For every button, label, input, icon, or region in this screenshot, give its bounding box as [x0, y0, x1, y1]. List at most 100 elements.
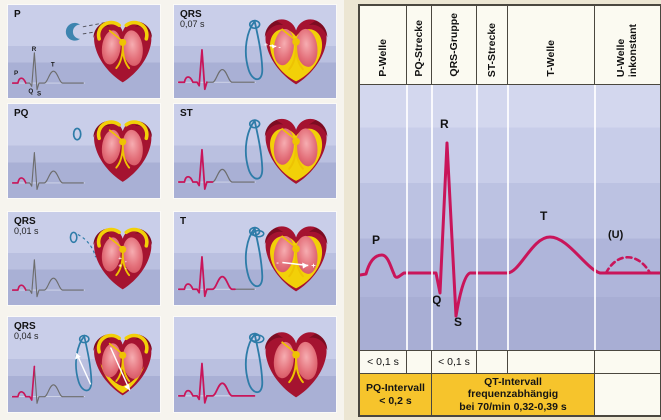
panel-label-main: QRS [180, 9, 202, 20]
phase-panel-st: ST [174, 104, 336, 198]
segment-header-text: P-Welle [376, 39, 389, 77]
panel-label-duration: 0,07 s [180, 19, 205, 29]
mini-ecg [177, 255, 256, 297]
svg-text:+: + [264, 42, 268, 49]
svg-text:-: - [125, 259, 127, 265]
phase-panel-complete [174, 317, 336, 412]
ecg-plot-area: P R Q S T (U) [360, 85, 660, 351]
segment-header-t: T-Welle [508, 6, 595, 84]
heart-illustration [265, 332, 328, 398]
svg-text:+: + [118, 263, 122, 269]
duration-cell-2 [407, 351, 432, 373]
p-wave-label: P [372, 233, 381, 247]
phase-panel-t: T - + [174, 212, 336, 305]
segment-header-st: ST-Strecke [477, 6, 508, 84]
mini-ecg: R P T Q S [10, 46, 85, 96]
qt-interval-box: QT-Intervall frequenzabhängig bei 70/min 0… [432, 374, 595, 415]
heart-illustration [93, 20, 153, 83]
panel-label: QRS 0,04 s [14, 321, 39, 342]
pq-interval-line: < 0,2 s [379, 394, 412, 407]
heart-illustration: - + [265, 226, 328, 292]
panel-label-main: ST [180, 108, 193, 119]
pq-interval-line: PQ-Intervall [366, 381, 425, 394]
vector-loop [245, 19, 264, 80]
svg-text:-: - [279, 44, 281, 51]
heart-illustration [93, 120, 153, 182]
heart-illustration: + - [264, 19, 328, 85]
t-wave-label: T [540, 209, 548, 223]
svg-text:+: + [312, 261, 317, 270]
phase-panel-pq: PQ [8, 104, 160, 198]
heart-illustration: + - + - [93, 227, 153, 290]
phase-panel-qrs-007s: QRS 0,07 s + - [174, 5, 336, 98]
column-gridline [406, 85, 408, 350]
heart-illustration [265, 118, 328, 184]
svg-text:Q: Q [28, 88, 33, 95]
vector-loop [72, 127, 82, 141]
svg-text:S: S [37, 90, 41, 96]
svg-text:-: - [125, 266, 127, 272]
vector-loop [74, 334, 92, 392]
segment-header-text: QRS-Gruppe [447, 13, 460, 77]
svg-text:+: + [118, 256, 122, 262]
duration-cell-1: < 0,1 s [360, 351, 407, 373]
q-wave-label: Q [432, 293, 442, 307]
segment-header-pq: PQ-Strecke [407, 6, 432, 84]
duration-row: < 0,1 s < 0,1 s [360, 351, 660, 374]
vector-loop [245, 118, 264, 180]
duration-cell-3: < 0,1 s [432, 351, 477, 373]
pq-interval-box: PQ-Intervall < 0,2 s [360, 374, 432, 415]
panel-label: QRS 0,07 s [180, 9, 205, 30]
vector-loop [245, 226, 265, 287]
panel-label-main: P [14, 9, 21, 20]
column-gridline [476, 85, 478, 350]
mini-ecg [10, 259, 85, 298]
mini-ecg [10, 152, 85, 191]
qt-interval-line: QT-Intervall [484, 375, 542, 388]
vector-loop [65, 21, 106, 41]
u-interval-blank-cell [595, 374, 660, 415]
column-gridline [594, 85, 596, 350]
phase-panel-p: P R P T Q S [8, 5, 160, 98]
segment-header-text: ST-Strecke [485, 22, 498, 77]
ecg-nomenclature-chart: P-Welle PQ-Strecke QRS-Gruppe ST-Strecke T-W… [358, 4, 661, 417]
segment-header-u: U-Welle inkonstant [595, 6, 660, 84]
duration-cell-6 [595, 351, 660, 373]
phase-panel-qrs-004s: QRS 0,04 s [8, 317, 160, 412]
ecg-trace [360, 141, 660, 318]
panel-label: PQ [14, 108, 28, 119]
segment-header-text: U-Welle inkonstant [615, 23, 640, 77]
interval-row: PQ-Intervall < 0,2 s QT-Intervall frequenz… [360, 374, 660, 415]
panel-label: P [14, 9, 21, 20]
s-wave-label: S [454, 315, 463, 329]
qt-interval-line: bei 70/min 0,32-0,39 s [459, 400, 567, 413]
panel-label-duration: 0,04 s [14, 331, 39, 341]
svg-text:R: R [31, 46, 36, 53]
segment-header-text: PQ-Strecke [412, 20, 425, 77]
vector-loop [245, 332, 265, 393]
panel-label-main: PQ [14, 108, 29, 119]
vector-loop [69, 231, 96, 258]
panel-label-main: QRS [14, 216, 36, 227]
segment-header-qrs: QRS-Gruppe [432, 6, 477, 84]
mini-ecg [10, 365, 85, 405]
svg-text:-: - [277, 258, 280, 267]
panel-label: QRS 0,01 s [14, 216, 39, 237]
column-gridline [507, 85, 509, 350]
segment-header-row: P-Welle PQ-Strecke QRS-Gruppe ST-Strecke T-W… [360, 6, 660, 85]
segment-header-p: P-Welle [360, 6, 407, 84]
panel-label: ST [180, 108, 193, 119]
u-wave-label: (U) [608, 229, 624, 241]
duration-cell-4 [477, 351, 508, 373]
r-wave-label: R [440, 117, 449, 131]
panel-label-main: QRS [14, 321, 36, 332]
mini-ecg [177, 148, 256, 190]
svg-text:T: T [50, 62, 54, 69]
heart-illustration [93, 333, 153, 396]
panel-label-main: T [180, 216, 187, 227]
mini-ecg [177, 48, 256, 90]
segment-header-text: T-Welle [544, 40, 557, 77]
column-gridline [431, 85, 433, 350]
duration-cell-5 [508, 351, 595, 373]
